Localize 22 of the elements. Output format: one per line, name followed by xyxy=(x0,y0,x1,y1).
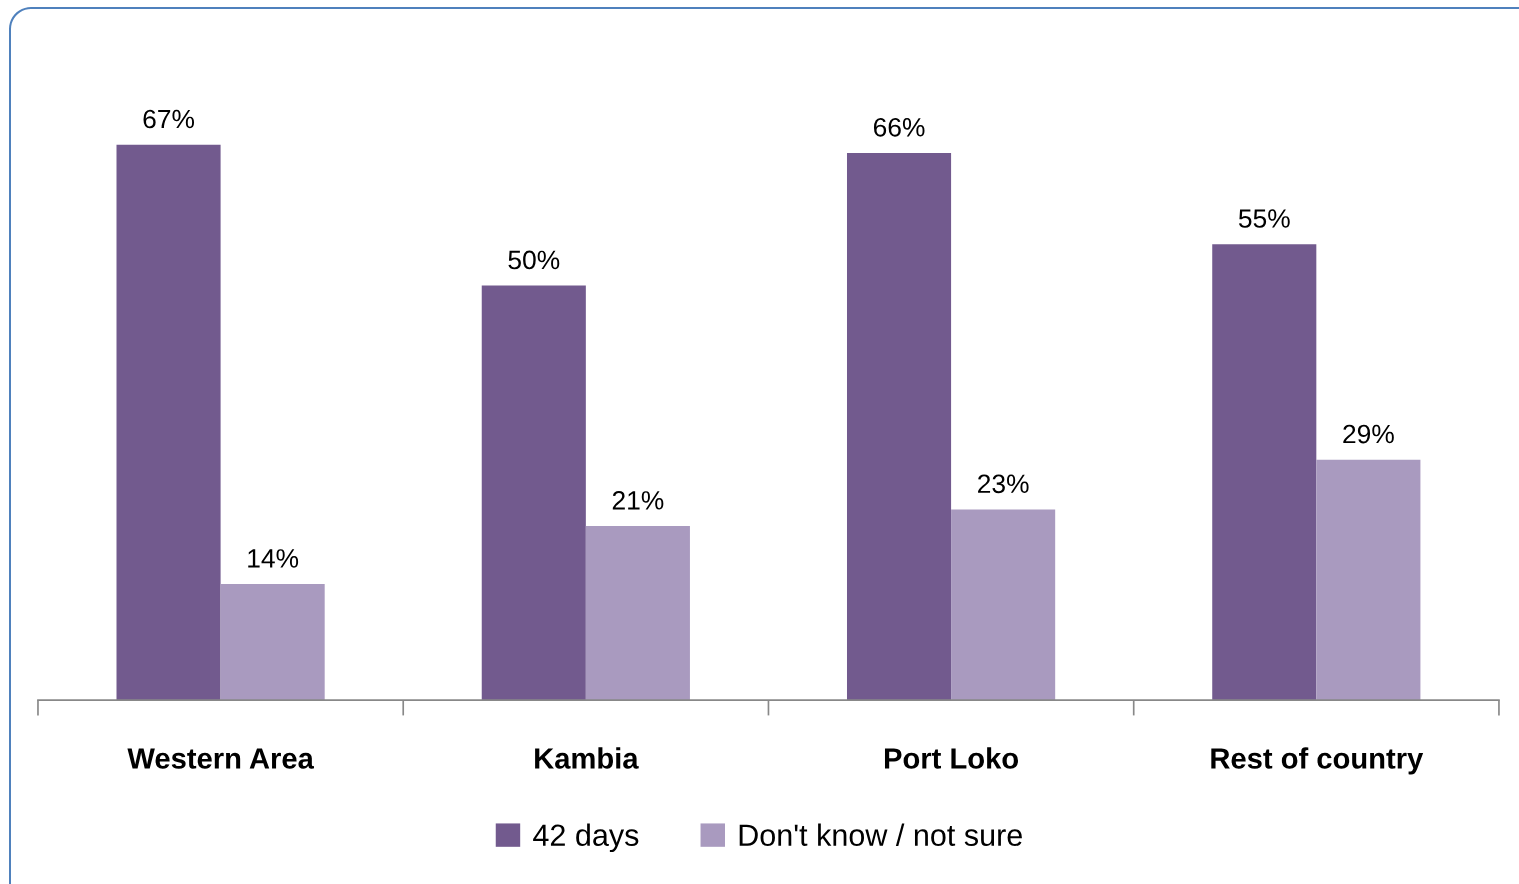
data-label: 66% xyxy=(873,117,925,137)
data-label: 50% xyxy=(508,250,560,270)
bar xyxy=(846,152,952,701)
bar xyxy=(116,144,221,701)
legend-label: 42 days xyxy=(533,823,639,853)
bar xyxy=(585,526,690,701)
x-tick-label: Western Area xyxy=(127,748,314,769)
bar xyxy=(951,509,1056,701)
x-tick-label: Kambia xyxy=(535,747,639,769)
x-tick-label: Rest of country xyxy=(1211,747,1424,775)
data-label: 55% xyxy=(1238,209,1290,228)
x-tick-label: Port Loko xyxy=(884,747,1018,769)
bar xyxy=(1316,459,1421,701)
bar xyxy=(481,285,586,701)
data-label: 21% xyxy=(612,491,664,510)
bar xyxy=(220,584,325,701)
data-label: 67% xyxy=(143,109,195,129)
legend-label: Don't know / not sure xyxy=(739,823,1022,847)
bar xyxy=(1212,244,1317,701)
data-label: 23% xyxy=(978,474,1029,494)
data-label: 29% xyxy=(1343,424,1394,444)
data-label: 14% xyxy=(248,549,299,568)
